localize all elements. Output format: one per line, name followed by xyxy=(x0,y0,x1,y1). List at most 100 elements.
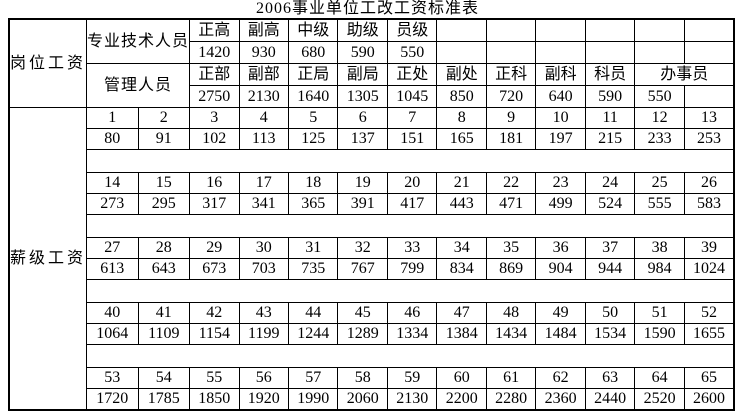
rank-value-cell: 720 xyxy=(485,85,537,108)
grade-number-row: 53 54 55 56 57 58 59 60 61 62 63 64 65 xyxy=(9,367,735,389)
grade-value-cell: 80 xyxy=(86,128,139,150)
grade-number-cell: 60 xyxy=(436,367,487,389)
grade-value-cell: 215 xyxy=(584,128,636,150)
rank-value-cell: 680 xyxy=(287,41,339,64)
grade-value-cell: 1990 xyxy=(287,388,339,411)
grade-value-cell: 555 xyxy=(634,193,685,215)
row-header-grade-wage: 薪级工资 xyxy=(8,107,88,411)
grade-number-cell: 34 xyxy=(436,237,487,259)
grade-value-cell: 151 xyxy=(386,128,438,150)
grade-number-cell: 18 xyxy=(287,172,339,194)
grade-number-cell: 54 xyxy=(137,367,191,389)
grade-number-cell: 58 xyxy=(337,367,388,389)
rank-value-cell xyxy=(485,41,537,64)
rank-value-cell: 640 xyxy=(535,85,586,108)
grade-number-cell: 57 xyxy=(287,367,339,389)
grade-number-cell: 12 xyxy=(634,107,685,129)
grade-number-cell: 5 xyxy=(287,107,339,129)
salary-table: 岗位工资 专业技术人员 正高 副高 中级 助级 员级 1420 930 680 590 550 管理人员… xyxy=(8,18,735,411)
grade-number-cell: 44 xyxy=(287,302,339,324)
grade-value-cell: 1434 xyxy=(485,323,537,345)
grade-number-cell: 46 xyxy=(386,302,438,324)
rank-value-cell xyxy=(683,85,735,108)
separator-cell xyxy=(86,344,735,368)
grade-number-cell: 19 xyxy=(337,172,388,194)
grade-value-cell: 524 xyxy=(584,193,636,215)
grade-number-cell: 52 xyxy=(683,302,735,324)
separator-cell xyxy=(86,149,735,173)
grade-number-cell: 15 xyxy=(137,172,191,194)
grade-value-cell: 673 xyxy=(189,258,240,280)
grade-number-cell: 38 xyxy=(634,237,685,259)
grade-number-cell: 63 xyxy=(584,367,636,389)
rank-name-cell: 正科 xyxy=(485,63,537,86)
grade-number-cell: 23 xyxy=(535,172,586,194)
grade-value-cell: 113 xyxy=(238,128,290,150)
grade-value-cell: 1109 xyxy=(137,323,191,345)
grade-number-cell: 61 xyxy=(485,367,537,389)
rank-value-cell: 930 xyxy=(238,41,290,64)
grade-value-cell: 197 xyxy=(535,128,586,150)
grade-value-cell: 317 xyxy=(189,193,240,215)
grade-value-cell: 834 xyxy=(436,258,487,280)
grade-value-cell: 417 xyxy=(386,193,438,215)
grade-number-cell: 26 xyxy=(683,172,735,194)
grade-number-cell: 48 xyxy=(485,302,537,324)
grade-number-cell: 49 xyxy=(535,302,586,324)
rank-name-cell: 副高 xyxy=(238,18,290,42)
grade-number-cell: 32 xyxy=(337,237,388,259)
rank-value-cell xyxy=(535,41,586,64)
grade-number-cell: 16 xyxy=(189,172,240,194)
grade-number-cell: 20 xyxy=(386,172,438,194)
grade-number-row: 40 41 42 43 44 45 46 47 48 49 50 51 52 xyxy=(9,302,735,324)
rank-value-cell: 2750 xyxy=(189,85,240,108)
grade-number-cell: 14 xyxy=(86,172,139,194)
grade-value-row: 80 91 102 113 125 137 151 165 181 197 215 233 253 xyxy=(9,128,735,150)
grade-value-cell: 799 xyxy=(386,258,438,280)
grade-value-cell: 137 xyxy=(337,128,388,150)
grade-value-cell: 295 xyxy=(137,193,191,215)
grade-value-cell: 443 xyxy=(436,193,487,215)
grade-number-cell: 37 xyxy=(584,237,636,259)
grade-value-cell: 2520 xyxy=(634,388,685,411)
grade-value-cell: 2280 xyxy=(485,388,537,411)
rank-value-cell: 2130 xyxy=(238,85,290,108)
grade-value-cell: 735 xyxy=(287,258,339,280)
grade-number-cell: 62 xyxy=(535,367,586,389)
grade-number-cell: 9 xyxy=(485,107,537,129)
grade-number-cell: 10 xyxy=(535,107,586,129)
grade-value-row: 273 295 317 341 365 391 417 443 471 499 524 555 583 xyxy=(9,193,735,215)
grade-value-cell: 643 xyxy=(137,258,191,280)
grade-number-cell: 4 xyxy=(238,107,290,129)
grade-value-cell: 1024 xyxy=(683,258,735,280)
rank-value-cell xyxy=(683,41,735,64)
grade-number-cell: 64 xyxy=(634,367,685,389)
grade-value-cell: 1484 xyxy=(535,323,586,345)
grade-value-cell: 2440 xyxy=(584,388,636,411)
grade-value-cell: 341 xyxy=(238,193,290,215)
rank-name-cell xyxy=(485,18,537,42)
rank-name-cell: 员级 xyxy=(386,18,438,42)
grade-number-cell: 33 xyxy=(386,237,438,259)
grade-number-cell: 22 xyxy=(485,172,537,194)
grade-number-cell: 47 xyxy=(436,302,487,324)
rank-value-cell: 550 xyxy=(634,85,685,108)
grade-value-cell: 1850 xyxy=(189,388,240,411)
rank-name-cell xyxy=(436,18,487,42)
grade-value-cell: 2200 xyxy=(436,388,487,411)
rank-name-cell xyxy=(535,18,586,42)
grade-value-cell: 1199 xyxy=(238,323,290,345)
grade-number-cell: 24 xyxy=(584,172,636,194)
rank-name-cell: 副局 xyxy=(337,63,388,86)
grade-number-cell: 43 xyxy=(238,302,290,324)
rank-value-cell: 1420 xyxy=(189,41,240,64)
separator-cell xyxy=(86,279,735,303)
rank-name-cell: 正高 xyxy=(189,18,240,42)
grade-number-cell: 45 xyxy=(337,302,388,324)
grade-value-cell: 102 xyxy=(189,128,240,150)
grade-number-cell: 55 xyxy=(189,367,240,389)
rank-name-cell: 正局 xyxy=(287,63,339,86)
grade-value-cell: 904 xyxy=(535,258,586,280)
grade-value-cell: 2600 xyxy=(683,388,735,411)
grade-value-cell: 984 xyxy=(634,258,685,280)
